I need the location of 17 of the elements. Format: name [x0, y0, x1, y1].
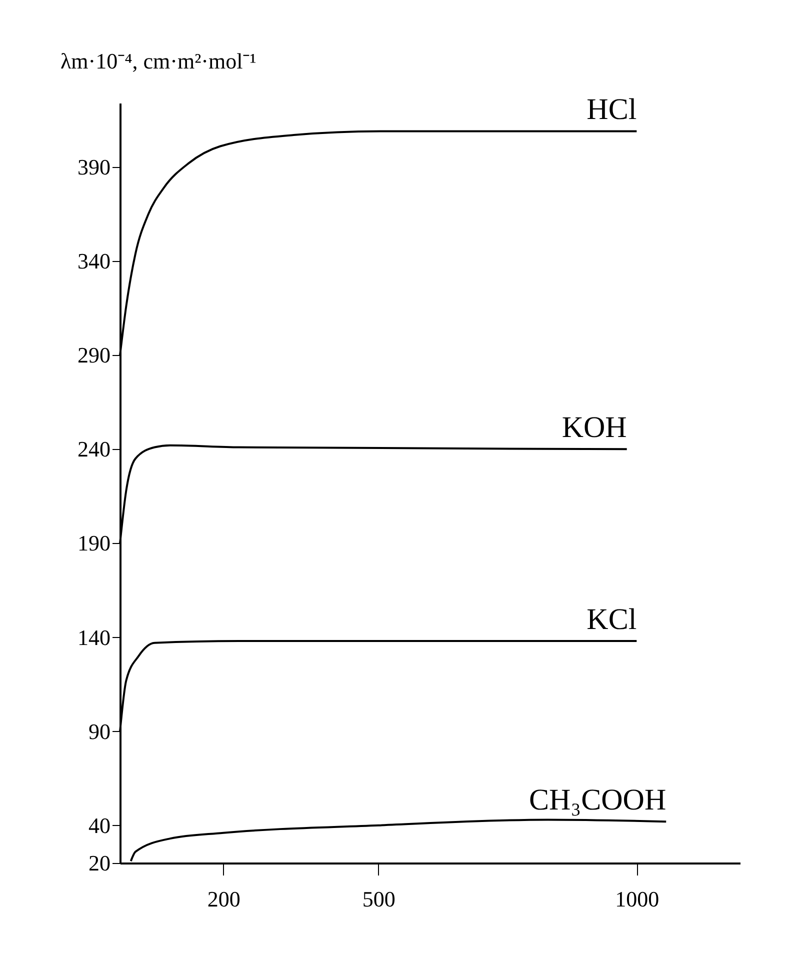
- y-tick-label: 240: [78, 436, 110, 462]
- x-tick-label: 1000: [615, 886, 660, 912]
- x-tick-label: 200: [207, 886, 240, 912]
- y-tick-label: 20: [88, 850, 110, 876]
- y-tick-label: 390: [78, 154, 110, 180]
- series-label: KCl: [586, 603, 637, 636]
- y-tick-label: 90: [88, 718, 110, 744]
- y-tick-label: 40: [88, 812, 110, 838]
- y-tick-label: 290: [78, 342, 110, 368]
- series-label: CH₃COOH: [528, 784, 666, 817]
- y-tick-label: 140: [78, 624, 110, 650]
- y-tick-label: 340: [78, 248, 110, 274]
- y-axis-title: λm·10⁻⁴, cm·m²·mol⁻¹: [60, 48, 256, 74]
- series-label: HCl: [586, 93, 637, 126]
- x-tick-label: 500: [362, 886, 396, 912]
- y-tick-label: 190: [78, 530, 110, 556]
- series-label: KOH: [562, 411, 627, 444]
